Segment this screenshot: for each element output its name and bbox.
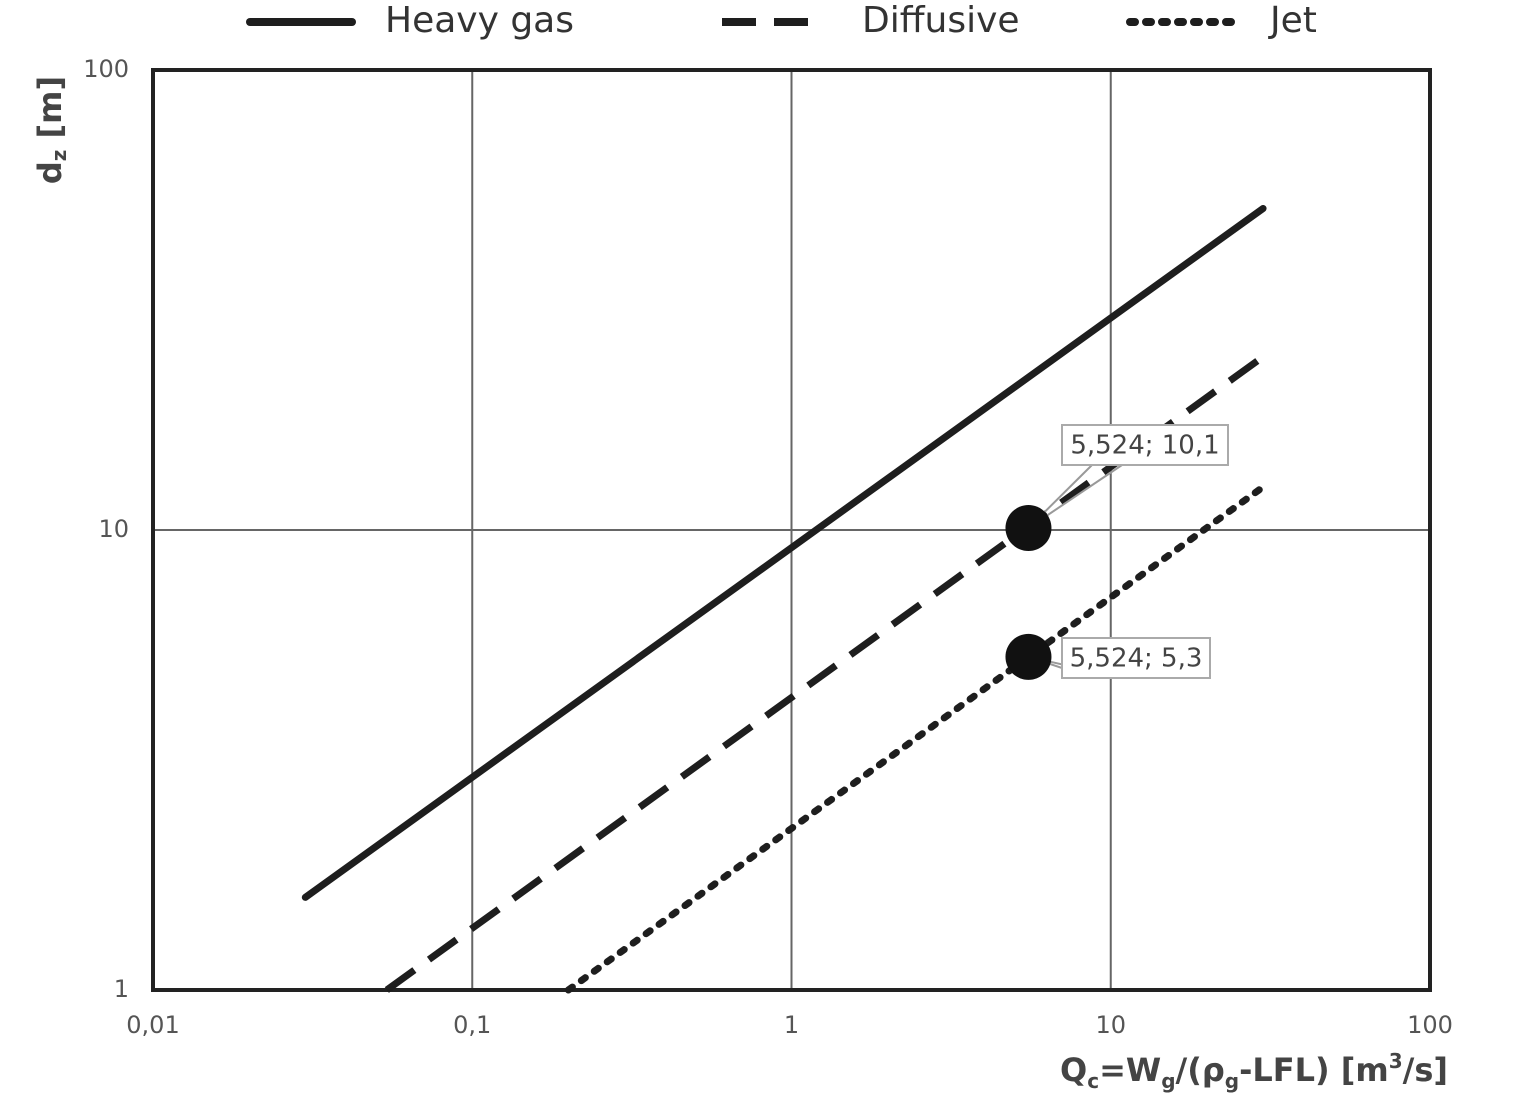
legend-label: Diffusive xyxy=(862,0,1020,41)
plot-frame xyxy=(151,68,1432,992)
x-axis-title-part: Q xyxy=(1060,1051,1087,1089)
x-axis-title-part: g xyxy=(1161,1069,1175,1093)
x-axis-title: Qc=Wg/(ρg-LFL) [m3/s] xyxy=(1060,1049,1448,1093)
y-axis-title-part: d xyxy=(31,161,69,184)
y-tick-label: 10 xyxy=(98,515,129,543)
x-axis-title-part: /(ρ xyxy=(1176,1051,1225,1089)
x-tick-label: 0,1 xyxy=(453,1011,491,1039)
x-tick-label: 0,01 xyxy=(126,1011,179,1039)
x-axis-title-part: c xyxy=(1087,1069,1099,1093)
x-axis-title-part: g xyxy=(1225,1069,1239,1093)
legend-label: Jet xyxy=(1268,0,1317,41)
x-tick-label: 100 xyxy=(1407,1011,1453,1039)
x-axis-title-part: -LFL) [m xyxy=(1239,1051,1389,1089)
y-axis-title-part: [m] xyxy=(31,76,69,150)
y-axis-title: dz [m] xyxy=(31,76,71,184)
legend-label: Heavy gas xyxy=(385,0,574,41)
point-label: 5,524; 10,1 xyxy=(1070,431,1219,461)
y-tick-label: 100 xyxy=(83,55,129,83)
x-axis-title-part: 3 xyxy=(1389,1049,1403,1073)
data-point xyxy=(1005,505,1052,552)
x-tick-label: 10 xyxy=(1095,1011,1126,1039)
x-axis-title-part: /s] xyxy=(1403,1051,1448,1089)
series-line xyxy=(564,483,1267,994)
series-line xyxy=(301,204,1267,901)
point-label: 5,524; 5,3 xyxy=(1070,644,1203,674)
x-tick-label: 1 xyxy=(784,1011,799,1039)
y-tick-label: 1 xyxy=(114,975,129,1003)
callout-box xyxy=(1061,424,1229,466)
y-axis-title-part: z xyxy=(47,150,71,162)
data-point xyxy=(1005,633,1052,680)
callout-box xyxy=(1061,637,1211,679)
x-axis-title-part: =W xyxy=(1099,1051,1161,1089)
